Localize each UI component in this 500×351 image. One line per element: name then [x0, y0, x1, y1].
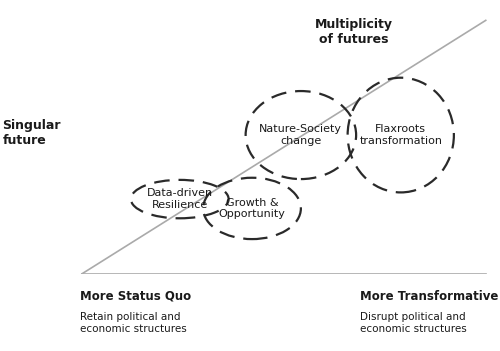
Text: Growth &
Opportunity: Growth & Opportunity: [218, 198, 286, 219]
Text: Disrupt political and
economic structures: Disrupt political and economic structure…: [360, 312, 467, 334]
Text: Singular
future: Singular future: [2, 119, 61, 147]
Text: Multiplicity
of futures: Multiplicity of futures: [315, 18, 393, 46]
Text: Flaxroots
transformation: Flaxroots transformation: [359, 124, 442, 146]
Text: More Status Quo: More Status Quo: [80, 290, 191, 303]
Text: Data-driven
Resilience: Data-driven Resilience: [146, 188, 213, 210]
Text: Retain political and
economic structures: Retain political and economic structures: [80, 312, 187, 334]
Text: Nature-Society
change: Nature-Society change: [260, 124, 342, 146]
Text: More Transformative: More Transformative: [360, 290, 498, 303]
